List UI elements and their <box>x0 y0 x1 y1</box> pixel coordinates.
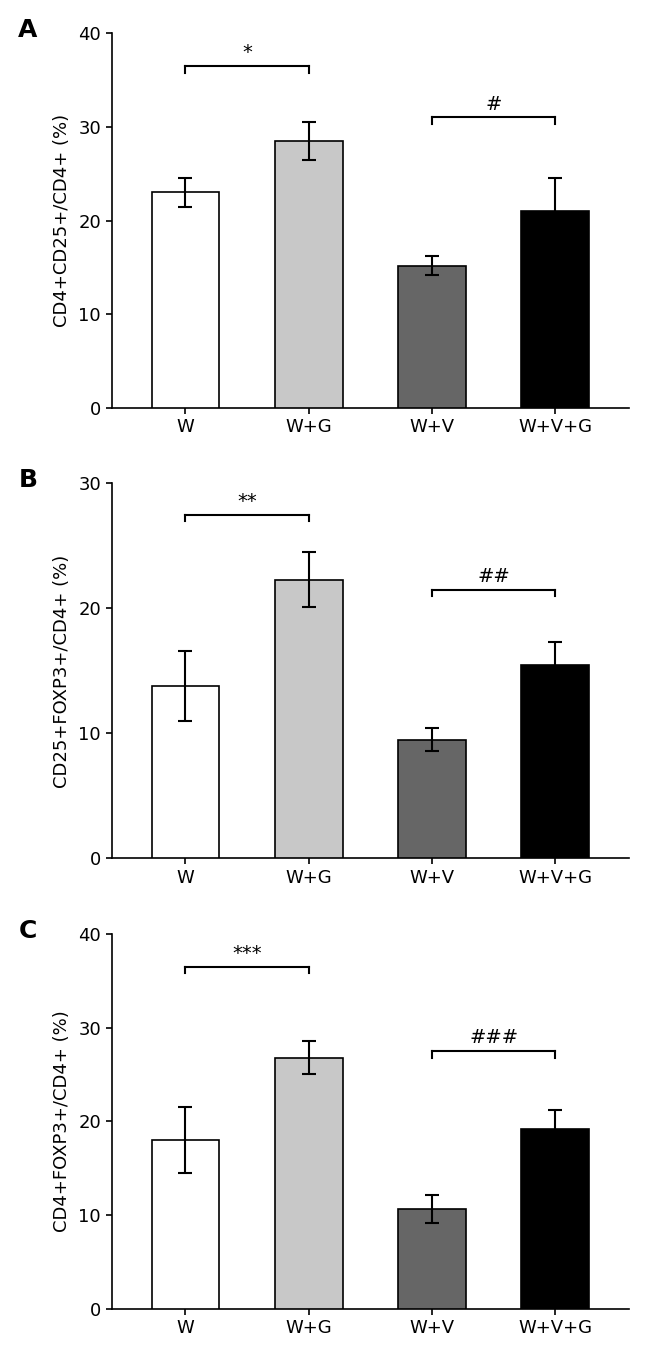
Bar <box>151 193 219 407</box>
Bar <box>521 664 589 858</box>
Text: *: * <box>242 43 252 62</box>
Text: #: # <box>486 95 502 114</box>
Bar <box>151 1139 219 1309</box>
Y-axis label: CD4+FOXP3+/CD4+ (%): CD4+FOXP3+/CD4+ (%) <box>53 1010 72 1232</box>
Text: **: ** <box>237 492 257 511</box>
Bar <box>275 580 343 858</box>
Bar <box>398 266 466 407</box>
Bar <box>275 141 343 407</box>
Y-axis label: CD4+CD25+/CD4+ (%): CD4+CD25+/CD4+ (%) <box>53 114 72 327</box>
Text: B: B <box>18 469 37 493</box>
Text: C: C <box>18 919 36 942</box>
Bar <box>521 212 589 407</box>
Bar <box>398 740 466 858</box>
Text: ###: ### <box>469 1028 518 1047</box>
Text: ##: ## <box>477 566 510 585</box>
Bar <box>275 1058 343 1309</box>
Text: A: A <box>18 18 38 42</box>
Bar <box>398 1210 466 1309</box>
Y-axis label: CD25+FOXP3+/CD4+ (%): CD25+FOXP3+/CD4+ (%) <box>53 554 72 788</box>
Bar <box>151 686 219 858</box>
Bar <box>521 1128 589 1309</box>
Text: ***: *** <box>232 944 262 963</box>
